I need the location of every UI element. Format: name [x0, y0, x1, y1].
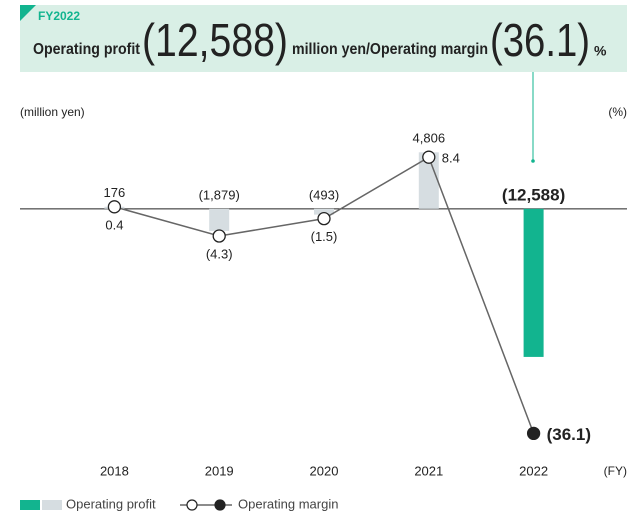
- margin-marker: [107, 200, 122, 214]
- margin-marker: [422, 150, 436, 164]
- header-text: million yen/Operating margin: [292, 41, 488, 58]
- header-label: FY2022: [38, 9, 80, 23]
- y-axis-label: (million yen): [20, 105, 85, 119]
- line-value-label: 0.4: [105, 217, 123, 232]
- x-tick-label: 2018: [100, 463, 129, 478]
- bar: [209, 208, 230, 231]
- header-value: (36.1): [490, 14, 590, 66]
- legend-swatch: [20, 500, 40, 510]
- bar: [314, 208, 334, 215]
- bar-value-label: 4,806: [413, 131, 446, 146]
- header-corner: [20, 5, 36, 21]
- header-value: (12,588): [142, 14, 288, 66]
- legend-marker: [186, 499, 198, 511]
- line-value-label: (1.5): [311, 229, 338, 244]
- line-value-label: (4.3): [206, 246, 233, 261]
- connector-dot: [531, 159, 535, 163]
- header-text: Operating profit: [33, 41, 141, 58]
- header-unit: %: [594, 43, 607, 59]
- legend-label: Operating margin: [238, 496, 338, 511]
- bar: [418, 152, 439, 209]
- x-axis-label: (FY): [604, 464, 627, 478]
- x-tick-label: 2020: [310, 463, 339, 478]
- bar: [523, 208, 544, 357]
- bar-value-label: (12,588): [502, 185, 565, 204]
- x-tick-label: 2022: [519, 463, 548, 478]
- margin-marker: [317, 211, 331, 226]
- header-box: [20, 5, 627, 72]
- legend-label: Operating profit: [66, 496, 156, 511]
- bar-value-label: (493): [309, 187, 339, 202]
- line-value-label: 8.4: [442, 151, 460, 166]
- margin-marker: [212, 229, 226, 243]
- line-value-label: (36.1): [547, 425, 591, 444]
- y2-axis-label: (%): [608, 105, 627, 119]
- x-tick-label: 2019: [205, 463, 234, 478]
- legend-swatch: [42, 500, 62, 510]
- legend-marker: [214, 499, 226, 511]
- bar-value-label: (1,879): [199, 187, 240, 202]
- margin-marker: [526, 426, 541, 441]
- bar-value-label: 176: [104, 185, 126, 200]
- x-tick-label: 2021: [414, 463, 443, 478]
